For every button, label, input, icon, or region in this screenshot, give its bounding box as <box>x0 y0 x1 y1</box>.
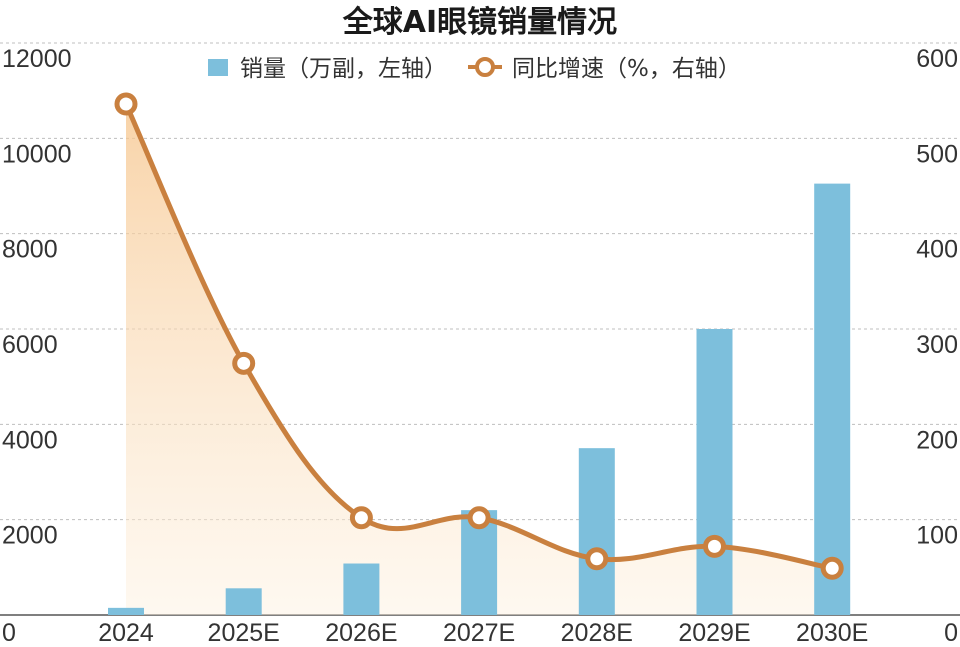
legend: 销量（万副，左轴） 同比增速（%，右轴） <box>208 56 741 82</box>
y-right-tick-label: 300 <box>916 331 958 359</box>
x-tick-label: 2025E <box>208 619 280 647</box>
sales-bar <box>578 448 615 615</box>
growth-point <box>114 92 138 116</box>
growth-line-group <box>114 92 844 580</box>
legend-line-label: 同比增速（%，右轴） <box>512 56 741 82</box>
growth-point <box>585 547 609 571</box>
growth-point <box>349 506 373 530</box>
x-tick-label: 2028E <box>561 619 633 647</box>
y-left-tick-label: 0 <box>2 619 16 647</box>
chart-title: 全球AI眼镜销量情况 <box>342 5 617 40</box>
y-right-tick-label: 0 <box>944 619 958 647</box>
y-left-tick-label: 4000 <box>2 426 58 454</box>
y-right-tick-label: 400 <box>916 236 958 264</box>
growth-area <box>126 104 833 615</box>
x-tick-label: 2024 <box>98 619 154 647</box>
legend-bar-swatch <box>208 59 228 76</box>
growth-point <box>232 351 256 375</box>
x-tick-label: 2029E <box>678 619 750 647</box>
legend-line-marker <box>475 57 495 77</box>
bars-group <box>108 183 851 615</box>
y-left-tick-label: 12000 <box>2 45 72 73</box>
y-right-tick-label: 600 <box>916 45 958 73</box>
sales-bar <box>814 183 851 615</box>
axis-labels: 0 0 2000 100 4000 200 6000 300 8000 400 10000 500 12… <box>2 45 958 647</box>
y-left-tick-label: 2000 <box>2 522 58 550</box>
legend-bar-label: 销量（万副，左轴） <box>240 56 447 82</box>
x-tick-label: 2026E <box>325 619 397 647</box>
x-tick-label: 2030E <box>796 619 868 647</box>
y-right-tick-label: 200 <box>916 426 958 454</box>
sales-bar <box>225 588 262 615</box>
sales-bar <box>343 563 380 615</box>
growth-point <box>703 534 726 558</box>
y-right-tick-label: 100 <box>916 522 958 550</box>
y-right-tick-label: 500 <box>916 140 958 168</box>
y-left-tick-label: 6000 <box>2 331 58 359</box>
y-left-tick-label: 8000 <box>2 236 58 264</box>
y-left-tick-label: 10000 <box>2 140 72 168</box>
x-tick-label: 2027E <box>443 619 515 647</box>
growth-line <box>123 101 835 571</box>
growth-point <box>467 506 491 530</box>
sales-bar <box>696 329 733 615</box>
sales-bar <box>108 607 144 615</box>
growth-point <box>820 556 844 580</box>
growth-area-fill <box>126 104 833 615</box>
